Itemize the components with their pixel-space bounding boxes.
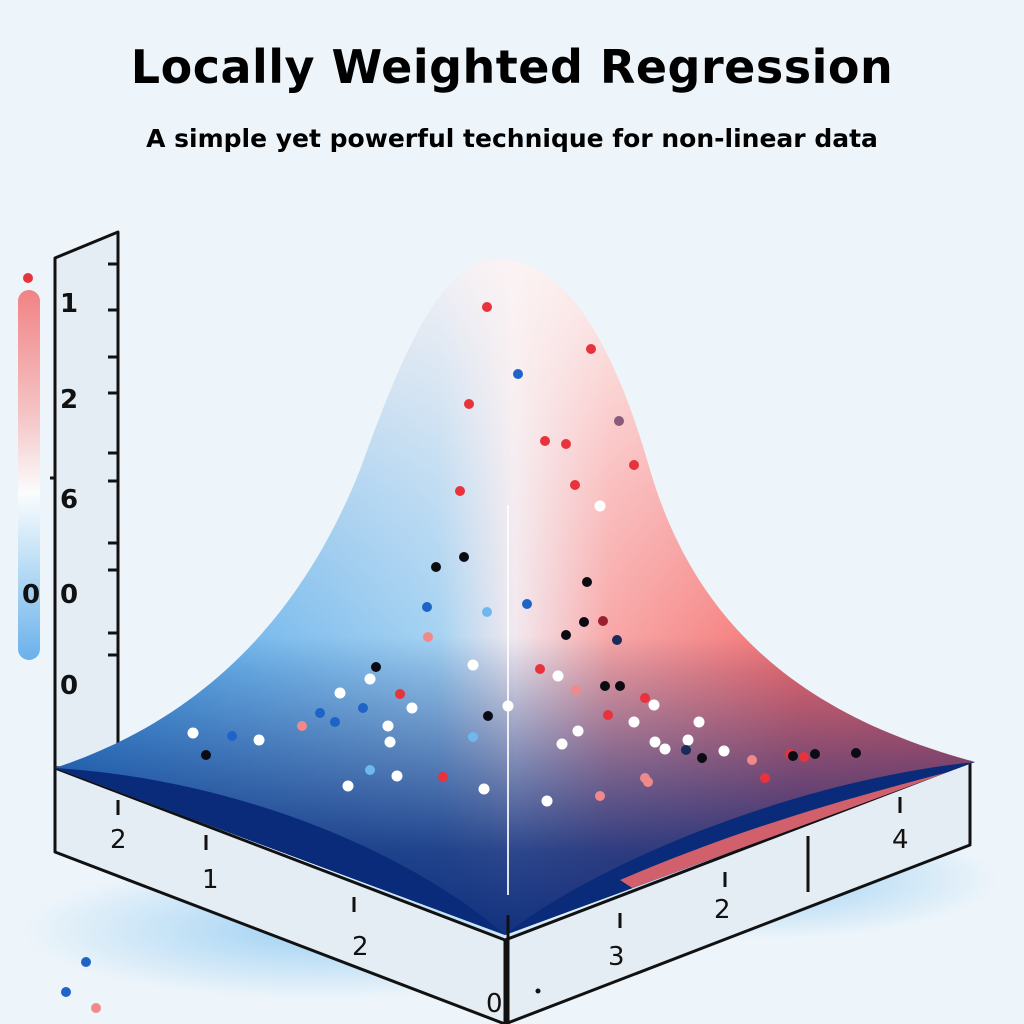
data-point [23,273,33,283]
data-point [201,750,211,760]
data-point [467,659,479,671]
data-point [556,738,568,750]
data-point [382,720,394,732]
z-tick-label: 0 [60,580,78,610]
data-point [595,791,605,801]
data-point [582,577,592,587]
data-point [788,751,798,761]
data-point [586,344,596,354]
data-point [364,673,376,685]
data-point [227,731,237,741]
data-point [760,773,770,783]
color-scale-bar [18,290,40,660]
data-point [600,681,610,691]
data-point [438,772,448,782]
data-point [570,480,580,490]
data-point [459,552,469,562]
data-point [598,616,608,626]
floor-tick-label: 2 [352,932,369,962]
data-point [648,699,660,711]
floor-tick-label: 2 [714,895,731,925]
data-point [571,685,581,695]
data-point [697,753,707,763]
data-point [603,710,613,720]
data-point [315,708,325,718]
floor-tick-label: 1 [202,865,219,895]
data-point [612,635,622,645]
z-outer-label: 0 [22,580,40,610]
floor-tick-label: 2 [110,825,127,855]
data-point [297,721,307,731]
data-point [334,687,346,699]
data-point [693,716,705,728]
floor-tick-label: 4 [892,825,909,855]
data-point [799,752,809,762]
data-point [423,632,433,642]
data-point [615,681,625,691]
z-tick-label: 0 [60,671,78,701]
data-point [464,399,474,409]
data-point [522,599,532,609]
data-point [535,664,545,674]
floor-tick-label: 0 [486,989,503,1019]
data-point [253,734,265,746]
data-point [478,783,490,795]
data-point [61,987,71,997]
data-point [540,436,550,446]
data-point [455,486,465,496]
data-point [371,662,381,672]
data-point [810,749,820,759]
data-point [483,711,493,721]
data-point [91,1003,101,1013]
data-point [643,777,653,787]
data-point [365,765,375,775]
data-point [561,439,571,449]
data-point [561,630,571,640]
scatter-points [23,273,861,1013]
axis-dot [535,988,541,994]
data-point [406,702,418,714]
data-point [541,795,553,807]
chart-subtitle: A simple yet powerful technique for non-… [146,124,878,153]
data-point [422,602,432,612]
data-point [629,460,639,470]
z-tick-label: 6 [60,485,78,515]
data-point [502,700,514,712]
data-point [682,734,694,746]
data-point [640,693,650,703]
data-point [513,369,523,379]
data-point [659,743,671,755]
data-point [81,957,91,967]
data-point [718,745,730,757]
data-point [552,670,564,682]
data-point [482,607,492,617]
data-point [395,689,405,699]
data-point [342,780,354,792]
data-point [851,748,861,758]
data-point [681,745,691,755]
data-point [628,716,640,728]
floor-axis-labels: 2 1 2 0 3 2 4 [110,825,909,1019]
data-point [391,770,403,782]
data-point [747,755,757,765]
floor-tick-label: 3 [608,942,625,972]
data-point [358,703,368,713]
data-point [187,727,199,739]
data-point [594,500,606,512]
data-point [482,302,492,312]
data-point [384,736,396,748]
data-point [614,416,624,426]
floor-panel [53,760,972,1024]
data-point [649,736,661,748]
data-point [431,562,441,572]
data-point [330,717,340,727]
data-point [572,725,584,737]
chart-title: Locally Weighted Regression [130,40,894,94]
z-tick-label: 2 [60,385,78,415]
data-point [468,732,478,742]
data-point [579,617,589,627]
z-tick-label: 1 [60,289,78,319]
